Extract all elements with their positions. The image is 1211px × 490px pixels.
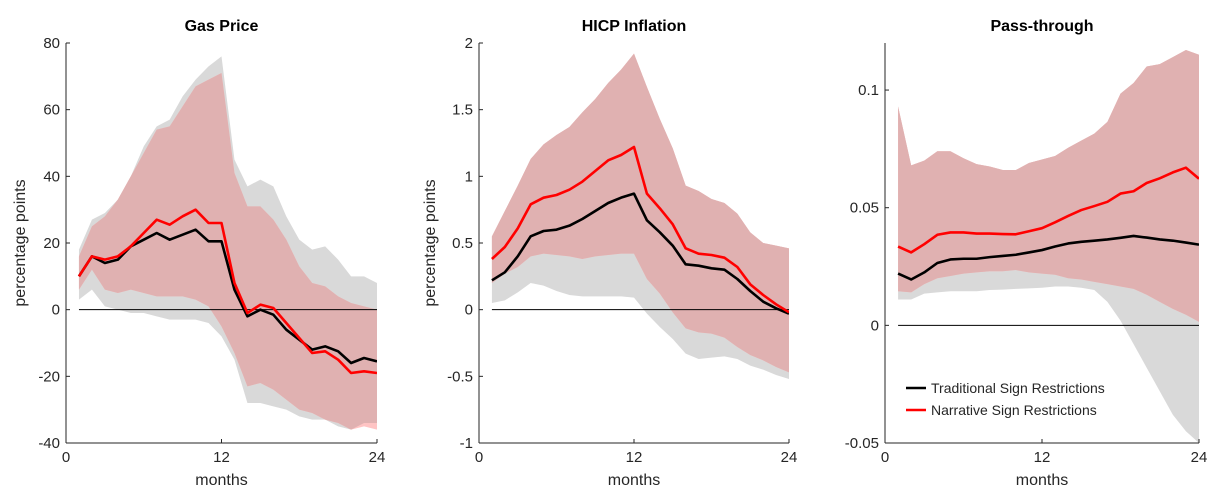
y-tick-label: -0.05	[845, 435, 879, 452]
chart-panel-1: -40 -20 0 20 40 60 80 0 12 24 Gas Price months perce…	[12, 18, 385, 489]
x-axis-label: months	[608, 472, 660, 489]
y-tick-label: 0.1	[858, 82, 879, 99]
y-tick-label: -40	[38, 435, 60, 452]
chart-title: Pass-through	[990, 18, 1093, 35]
x-axis-label: months	[1016, 472, 1068, 489]
x-tick-label: 0	[475, 449, 483, 466]
y-tick-label: 60	[43, 102, 60, 119]
y-tick-label: 0	[465, 302, 473, 319]
y-tick-label: 2	[465, 35, 473, 52]
x-tick-label: 0	[62, 449, 70, 466]
band-overlap	[898, 50, 1199, 322]
y-tick-label: 0	[52, 302, 60, 319]
series-line-narrative	[77, 208, 377, 375]
chart-title: HICP Inflation	[582, 18, 687, 35]
x-tick-label: 12	[1034, 449, 1051, 466]
y-tick-label: 1.5	[452, 102, 473, 119]
chart-title: Gas Price	[185, 18, 259, 35]
y-axis-label: percentage points	[422, 179, 439, 306]
x-tick-label: 12	[626, 449, 643, 466]
chart-panel-2: -1 -0.5 0 0.5 1 1.5 2 0 12 24 HICP Inflation months…	[422, 18, 797, 489]
series-line-narrative	[491, 145, 789, 314]
x-tick-label: 24	[1191, 449, 1208, 466]
band-overlap	[491, 53, 789, 373]
y-tick-label: 1	[465, 168, 473, 185]
x-axis-label: months	[195, 472, 247, 489]
y-tick-label: -1	[460, 435, 473, 452]
series-line-narrative	[897, 166, 1199, 254]
y-tick-label: 80	[43, 35, 60, 52]
y-tick-label: 40	[43, 168, 60, 185]
y-tick-label: 0.05	[850, 200, 879, 217]
x-tick-label: 12	[213, 449, 230, 466]
plot-area	[491, 53, 789, 380]
y-tick-label: 0.5	[452, 235, 473, 252]
series-line-traditional	[897, 234, 1199, 281]
x-tick-label: 0	[881, 449, 889, 466]
x-tick-label: 24	[369, 449, 386, 466]
y-tick-label: 20	[43, 235, 60, 252]
plot-area	[77, 56, 377, 430]
y-tick-label: -0.5	[447, 368, 473, 385]
legend: Traditional Sign Restrictions Narrative S…	[906, 380, 1105, 418]
legend-label-traditional: Traditional Sign Restrictions	[931, 380, 1105, 396]
plot-area	[897, 50, 1199, 443]
y-tick-label: -20	[38, 368, 60, 385]
y-tick-label: 0	[871, 317, 879, 334]
x-tick-label: 24	[781, 449, 798, 466]
legend-label-narrative: Narrative Sign Restrictions	[931, 402, 1097, 418]
series-line-traditional	[491, 192, 789, 315]
y-axis-label: percentage points	[12, 179, 29, 306]
